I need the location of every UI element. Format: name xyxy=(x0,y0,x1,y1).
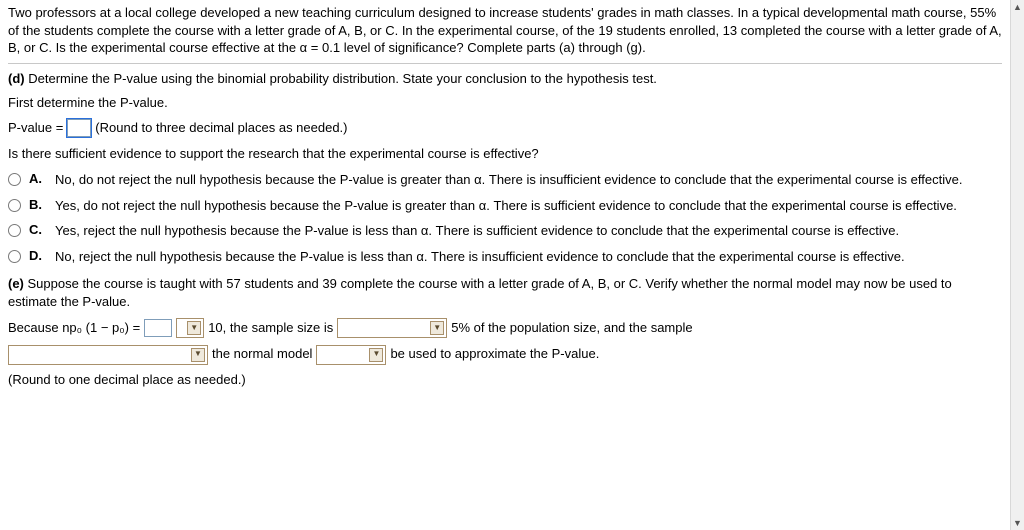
sample-condition-select[interactable]: ▼ xyxy=(8,345,208,365)
option-letter: A. xyxy=(29,171,47,186)
part-d-firstline: First determine the P-value. xyxy=(8,94,1002,112)
pe-text-1a: Because np₀ (1 − p₀) = xyxy=(8,318,140,339)
pe-text-1c: 5% of the population size, and the sampl… xyxy=(451,318,692,339)
pe-text-2b: be used to approximate the P-value. xyxy=(390,344,599,365)
part-e-prompt: (e) Suppose the course is taught with 57… xyxy=(8,275,1002,311)
separator xyxy=(8,63,1002,64)
radio-a[interactable] xyxy=(8,173,21,186)
pvalue-input[interactable] xyxy=(67,119,91,137)
scroll-down-icon[interactable]: ▼ xyxy=(1011,516,1024,530)
radio-b[interactable] xyxy=(8,199,21,212)
pvalue-hint: (Round to three decimal places as needed… xyxy=(95,118,347,139)
option-letter: B. xyxy=(29,197,47,212)
option-letter: C. xyxy=(29,222,47,237)
part-d-label: (d) xyxy=(8,71,25,86)
pvalue-prefix: P-value = xyxy=(8,118,63,139)
problem-stem: Two professors at a local college develo… xyxy=(8,4,1002,63)
chevron-down-icon: ▼ xyxy=(191,348,205,362)
option-c: C. Yes, reject the null hypothesis becau… xyxy=(8,222,1002,240)
option-text: No, do not reject the null hypothesis be… xyxy=(55,171,962,189)
option-d: D. No, reject the null hypothesis becaus… xyxy=(8,248,1002,266)
options-group: A. No, do not reject the null hypothesis… xyxy=(8,171,1002,265)
option-text: Yes, reject the null hypothesis because … xyxy=(55,222,899,240)
vertical-scrollbar[interactable]: ▲ ▼ xyxy=(1010,0,1024,530)
part-e-line1: Because np₀ (1 − p₀) = ▼ 10, the sample … xyxy=(8,318,1002,339)
option-a: A. No, do not reject the null hypothesis… xyxy=(8,171,1002,189)
radio-c[interactable] xyxy=(8,224,21,237)
option-text: Yes, do not reject the null hypothesis b… xyxy=(55,197,957,215)
option-text: No, reject the null hypothesis because t… xyxy=(55,248,905,266)
sample-size-select[interactable]: ▼ xyxy=(337,318,447,338)
compare-10-select[interactable]: ▼ xyxy=(176,318,204,338)
part-e-label: (e) xyxy=(8,276,24,291)
chevron-down-icon: ▼ xyxy=(187,321,201,335)
part-d-text: Determine the P-value using the binomial… xyxy=(28,71,657,86)
can-be-used-select[interactable]: ▼ xyxy=(316,345,386,365)
evidence-question: Is there sufficient evidence to support … xyxy=(8,145,1002,163)
chevron-down-icon: ▼ xyxy=(430,321,444,335)
radio-d[interactable] xyxy=(8,250,21,263)
part-e-round-hint: (Round to one decimal place as needed.) xyxy=(8,371,1002,389)
option-b: B. Yes, do not reject the null hypothesi… xyxy=(8,197,1002,215)
pe-text-2a: the normal model xyxy=(212,344,312,365)
pvalue-row: P-value = (Round to three decimal places… xyxy=(8,118,1002,139)
option-letter: D. xyxy=(29,248,47,263)
part-e-line2: ▼ the normal model ▼ be used to approxim… xyxy=(8,344,1002,365)
chevron-down-icon: ▼ xyxy=(369,348,383,362)
part-d-prompt: (d) Determine the P-value using the bino… xyxy=(8,70,1002,88)
scroll-up-icon[interactable]: ▲ xyxy=(1011,0,1024,14)
question-body: Two professors at a local college develo… xyxy=(0,0,1010,530)
part-e-text: Suppose the course is taught with 57 stu… xyxy=(8,276,952,309)
pe-text-1b: 10, the sample size is xyxy=(208,318,333,339)
np0-input[interactable] xyxy=(144,319,172,337)
